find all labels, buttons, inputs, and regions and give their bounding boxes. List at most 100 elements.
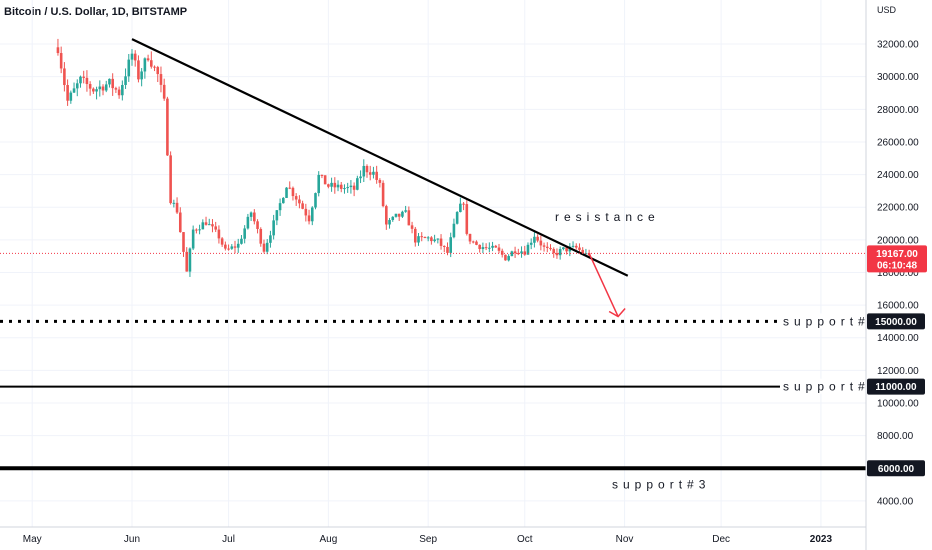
candle-body bbox=[82, 76, 86, 78]
candle-body bbox=[565, 247, 568, 252]
candle-body bbox=[272, 220, 275, 236]
candle-body bbox=[420, 236, 424, 238]
price-tick-label: 12000.00 bbox=[877, 366, 919, 377]
candle-body bbox=[310, 207, 314, 222]
candle-body bbox=[307, 215, 311, 222]
candle-body bbox=[513, 251, 517, 254]
candle-body bbox=[446, 246, 449, 253]
time-tick-label: Dec bbox=[712, 534, 730, 545]
candle-body bbox=[417, 236, 420, 243]
candle-body bbox=[117, 89, 121, 96]
support-label-bg bbox=[780, 378, 866, 394]
support-label: support#2 bbox=[783, 380, 881, 394]
candle-body bbox=[220, 238, 224, 245]
candle-body bbox=[169, 155, 172, 204]
candle-body bbox=[201, 222, 205, 230]
candle-body bbox=[98, 86, 102, 90]
candle-body bbox=[150, 60, 153, 67]
time-tick-label: May bbox=[23, 534, 42, 545]
time-tick-label: 2023 bbox=[810, 534, 833, 545]
candle-body bbox=[478, 244, 481, 250]
candle-body bbox=[578, 247, 581, 250]
candle-body bbox=[388, 220, 391, 225]
price-tick-label: 32000.00 bbox=[877, 40, 919, 51]
price-tick-label: 28000.00 bbox=[877, 105, 919, 116]
candle-body bbox=[581, 249, 584, 254]
candle-body bbox=[517, 253, 520, 255]
candle-body bbox=[288, 187, 292, 189]
candle-body bbox=[298, 199, 301, 204]
candle-body bbox=[368, 172, 372, 175]
resistance-label: resistance bbox=[555, 210, 660, 224]
candle-body bbox=[549, 247, 552, 250]
time-tick-label: Jul bbox=[222, 534, 235, 545]
candle-body bbox=[198, 229, 201, 231]
time-tick-label: Nov bbox=[616, 534, 634, 545]
candle-body bbox=[394, 213, 398, 217]
candle-body bbox=[497, 247, 501, 251]
candle-body bbox=[240, 238, 243, 244]
price-tick-label: 14000.00 bbox=[877, 333, 919, 344]
level-price-tag bbox=[867, 378, 925, 395]
candle-body bbox=[259, 228, 263, 244]
candle-body bbox=[481, 247, 485, 250]
candle-body bbox=[571, 245, 575, 247]
candle-body bbox=[484, 247, 488, 249]
candle-body bbox=[352, 185, 356, 190]
projection-arrow bbox=[588, 253, 619, 317]
candle-body bbox=[526, 244, 530, 255]
candle-body bbox=[333, 182, 337, 188]
candle-body bbox=[330, 182, 333, 187]
candle-body bbox=[153, 66, 156, 68]
candle-body bbox=[114, 88, 118, 90]
price-tick-label: 22000.00 bbox=[877, 203, 919, 214]
candle-body bbox=[243, 228, 246, 239]
time-tick-label: Sep bbox=[419, 534, 437, 545]
level-price-tag bbox=[867, 313, 925, 330]
candle-body bbox=[195, 229, 198, 231]
level-price-tag-label: 6000.00 bbox=[878, 464, 915, 475]
candle-body bbox=[211, 224, 214, 227]
candle-body bbox=[172, 202, 176, 204]
candle-body bbox=[504, 254, 507, 261]
candle-body bbox=[520, 251, 523, 254]
candle-body bbox=[426, 237, 430, 239]
time-tick-label: Oct bbox=[517, 534, 533, 545]
candle-body bbox=[562, 247, 565, 250]
candle-body bbox=[191, 229, 195, 249]
candle-body bbox=[459, 203, 462, 213]
candle-body bbox=[111, 78, 114, 89]
time-tick-label: Jun bbox=[124, 534, 140, 545]
last-price-tag bbox=[867, 245, 927, 273]
projection-arrow-head bbox=[608, 308, 626, 318]
candle-body bbox=[66, 85, 69, 101]
candle-body bbox=[204, 222, 208, 225]
candle-body bbox=[452, 223, 456, 238]
candle-body bbox=[269, 235, 272, 243]
trend-lines: resistance bbox=[0, 38, 866, 318]
candle-body bbox=[468, 233, 472, 242]
price-tick-label: 20000.00 bbox=[877, 235, 919, 246]
candle-body bbox=[140, 71, 143, 80]
candle-body bbox=[233, 246, 237, 248]
candle-body bbox=[488, 247, 491, 249]
price-tick-label: 8000.00 bbox=[877, 431, 914, 442]
candle-body bbox=[349, 185, 353, 188]
chart-title: Bitcoin / U.S. Dollar, 1D, BITSTAMP bbox=[4, 6, 188, 18]
candle-body bbox=[455, 212, 459, 224]
level-price-tag bbox=[867, 460, 925, 477]
candle-body bbox=[182, 232, 185, 252]
candle-body bbox=[462, 203, 465, 205]
candle-body bbox=[433, 239, 436, 242]
last-price-countdown: 06:10:48 bbox=[877, 260, 917, 271]
candle-body bbox=[137, 60, 140, 80]
candle-body bbox=[130, 53, 134, 60]
candle-body bbox=[278, 203, 282, 211]
candle-body bbox=[401, 211, 404, 217]
candles bbox=[56, 38, 591, 277]
candle-body bbox=[249, 212, 253, 217]
candle-body bbox=[262, 243, 266, 252]
price-tick-label: 26000.00 bbox=[877, 137, 919, 148]
candle-body bbox=[365, 165, 369, 173]
